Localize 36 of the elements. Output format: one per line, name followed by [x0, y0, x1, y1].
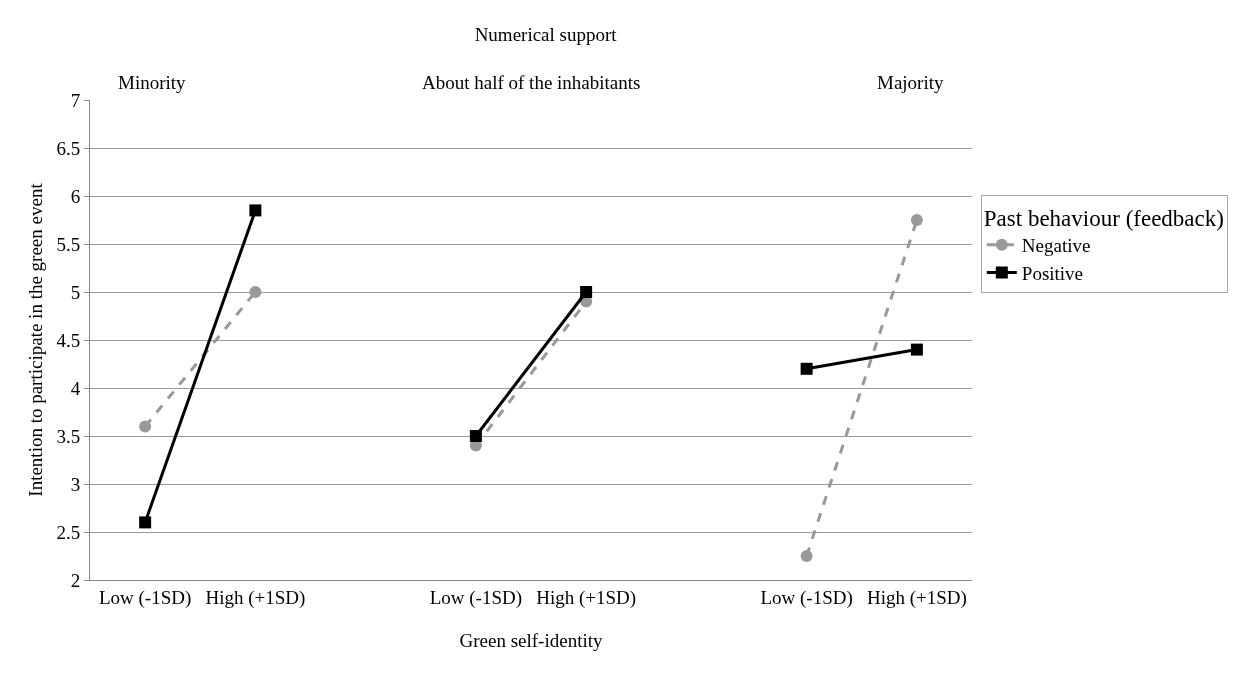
x-tick-label: Low (-1SD): [429, 586, 523, 609]
legend-label: Positive: [1021, 262, 1084, 284]
point: [249, 204, 262, 217]
x-tick-label: High (+1SD): [205, 586, 306, 609]
y-tick-label: 6.5: [56, 137, 81, 159]
x-tick-label: High (+1SD): [866, 586, 967, 609]
y-tick-label: 4.5: [56, 329, 81, 351]
text: Minority: [118, 72, 187, 93]
point: [800, 362, 813, 375]
y-tick-label: 3: [70, 473, 81, 495]
point: [910, 214, 923, 226]
y-tick-label: 6: [70, 185, 81, 207]
point: [469, 430, 482, 442]
y-tick-label: 5: [70, 281, 81, 303]
point: [139, 420, 152, 433]
text: Majority: [877, 72, 944, 93]
point: [800, 550, 813, 562]
point: [249, 286, 262, 298]
y-tick-label: 4: [70, 377, 81, 399]
legend-label: Negative: [1021, 235, 1091, 257]
x-tick-label: High (+1SD): [536, 586, 637, 609]
point: [910, 343, 923, 356]
y-tick-label: 7: [70, 89, 81, 111]
y-tick-label: 3.5: [56, 425, 81, 447]
x-axis-title: Green self-identity: [459, 630, 603, 651]
y-tick-label: 2.5: [56, 521, 81, 543]
point: [580, 286, 593, 298]
legend-title: Past behaviour (feedback): [983, 205, 1224, 231]
y-tick-label: 5.5: [56, 233, 81, 255]
y-axis-title: Intention to participate in the green event: [25, 182, 46, 497]
chart-title: Numerical support: [474, 23, 618, 45]
text: About half of the inhabitants: [422, 72, 641, 93]
x-tick-label: Low (-1SD): [760, 586, 853, 609]
x-tick-label: Low (-1SD): [98, 586, 192, 609]
point: [139, 516, 152, 529]
y-tick-label: 2: [70, 569, 81, 591]
